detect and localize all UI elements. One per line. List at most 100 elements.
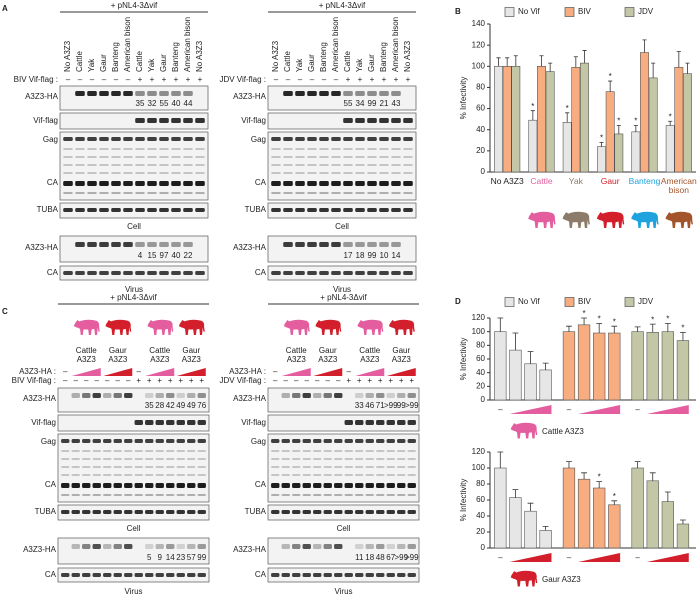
band <box>376 573 385 577</box>
band <box>71 483 80 488</box>
band <box>295 156 305 158</box>
band <box>331 181 341 186</box>
band <box>355 242 365 247</box>
group-label: A3Z3 <box>318 355 338 364</box>
band <box>176 510 185 514</box>
band <box>197 510 206 514</box>
error-bar <box>649 323 656 333</box>
band <box>145 458 154 460</box>
bar <box>608 332 621 401</box>
band <box>376 510 385 514</box>
band <box>176 420 185 425</box>
y-tick-label: 60 <box>476 354 485 363</box>
band <box>407 458 416 460</box>
lane-label: American bison <box>183 17 192 72</box>
y-tick-label: 80 <box>476 479 485 488</box>
band <box>376 439 385 443</box>
lane-label: Gaur <box>367 54 376 72</box>
band <box>343 164 353 166</box>
legend-swatch <box>624 297 635 307</box>
band <box>155 573 164 577</box>
band <box>183 148 193 150</box>
lane-label: American bison <box>331 17 340 72</box>
bar <box>509 349 522 401</box>
band <box>302 573 311 577</box>
band <box>124 510 133 514</box>
category-label: Gaur <box>600 176 620 186</box>
band <box>283 242 293 247</box>
band <box>376 466 385 468</box>
band <box>313 544 322 549</box>
significance-marker: * <box>566 104 569 113</box>
band <box>281 544 290 549</box>
band <box>403 137 413 141</box>
band <box>147 156 157 158</box>
band <box>344 483 353 488</box>
band <box>376 450 385 452</box>
band <box>61 510 70 514</box>
row-label: CA <box>255 268 267 277</box>
lane-label: Banteng <box>111 42 120 72</box>
band <box>344 420 353 425</box>
band <box>113 510 122 514</box>
vif-sign: + <box>409 376 414 385</box>
band <box>159 192 169 194</box>
band <box>155 544 164 549</box>
band <box>187 573 196 577</box>
band <box>71 474 80 476</box>
animal-icon <box>105 319 132 335</box>
band <box>313 474 322 476</box>
band <box>195 164 205 166</box>
band <box>123 192 133 194</box>
band <box>183 164 193 166</box>
band <box>135 164 145 166</box>
animal-icon <box>357 319 384 335</box>
band <box>365 420 374 425</box>
y-tick-label: 0 <box>481 167 486 176</box>
significance-marker: * <box>617 117 620 126</box>
band <box>355 91 365 96</box>
band <box>367 156 377 158</box>
dose-triangle <box>509 553 552 562</box>
band <box>92 466 101 468</box>
band <box>159 156 169 158</box>
band <box>187 420 196 425</box>
quantification: 23 <box>176 553 185 562</box>
y-tick-label: 60 <box>476 495 485 504</box>
row-label: Vif-flag <box>31 418 56 427</box>
vif-sign: – <box>315 376 320 385</box>
band <box>319 192 329 194</box>
band <box>135 192 145 194</box>
blot-header: + pNL4-3Δvif <box>320 293 367 302</box>
band <box>292 393 301 398</box>
band <box>281 474 290 476</box>
error-bar <box>668 120 673 126</box>
band <box>295 137 305 141</box>
band <box>82 393 91 398</box>
band <box>313 458 322 460</box>
blot-panel <box>267 567 420 583</box>
bar <box>528 119 538 173</box>
band <box>147 242 157 247</box>
error-bar <box>599 142 604 147</box>
row-label: Vif-flag <box>241 418 266 427</box>
band <box>197 483 206 488</box>
vif-sign: + <box>150 75 155 84</box>
significance-marker: * <box>651 315 654 324</box>
band <box>302 450 311 452</box>
band <box>307 271 317 275</box>
band <box>75 164 85 166</box>
band <box>365 458 374 460</box>
band <box>343 208 353 212</box>
band <box>195 137 205 141</box>
band <box>391 156 401 158</box>
error-bar <box>596 323 603 334</box>
band <box>135 137 145 141</box>
band <box>397 466 406 468</box>
bar <box>511 65 521 173</box>
band <box>111 91 121 96</box>
band <box>331 242 341 247</box>
band <box>159 118 169 123</box>
quantification: 44 <box>184 99 193 108</box>
vif-sign: + <box>136 376 141 385</box>
